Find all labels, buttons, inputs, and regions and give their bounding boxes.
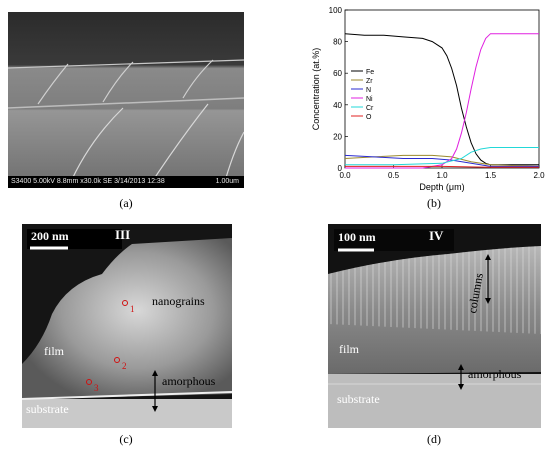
- roman-label-d: IV: [429, 228, 444, 243]
- x-tick-label: 1.5: [485, 171, 497, 180]
- legend-label-o: O: [366, 114, 372, 121]
- y-tick-label: 100: [329, 6, 343, 15]
- amorphous-label-c: amorphous: [162, 374, 216, 388]
- legend-label-n: N: [366, 87, 371, 94]
- tem-micrograph-c: [22, 224, 232, 428]
- x-tick-label: 0.5: [388, 171, 400, 180]
- point-label-2: 2: [122, 361, 127, 371]
- legend-box: [349, 65, 383, 122]
- substrate-label-d: substrate: [337, 392, 380, 406]
- y-tick-label: 60: [333, 69, 342, 78]
- tem-micrograph-d: [328, 224, 541, 428]
- substrate-label-c: substrate: [26, 402, 69, 416]
- series-line-o: [345, 165, 539, 168]
- caption-a: (a): [119, 196, 133, 210]
- y-axis-label: Concentration (at.%): [311, 48, 321, 131]
- caption-d: (d): [427, 432, 441, 446]
- y-tick-label: 80: [333, 38, 342, 47]
- caption-c: (c): [119, 432, 133, 446]
- legend-label-fe: Fe: [366, 69, 374, 76]
- tem-image-panel-c: 200 nm III nanograins film amorphous sub…: [22, 224, 232, 428]
- sem-info-bar: S3400 5.00kV 8.8mm x30.0k SE 3/14/2013 1…: [8, 176, 244, 188]
- scale-label-d: 100 nm: [338, 230, 376, 244]
- sem-scale-label: 1.00um: [215, 178, 239, 185]
- amorphous-label-d: amorphous: [468, 367, 522, 381]
- film-label-d: film: [339, 342, 359, 356]
- caption-b: (b): [427, 196, 441, 210]
- x-tick-label: 1.0: [436, 171, 448, 180]
- sem-image-panel: S3400 5.00kV 8.8mm x30.0k SE 3/14/2013 1…: [8, 12, 244, 188]
- tem-image-panel-d: 100 nm IV columns film amorphous substra…: [328, 224, 541, 428]
- series-line-zr: [344, 154, 540, 167]
- scale-label-c: 200 nm: [31, 229, 69, 243]
- y-tick-label: 40: [333, 101, 342, 110]
- series-line-cr: [345, 147, 539, 166]
- nanograins-label: nanograins: [152, 294, 205, 308]
- sem-micrograph: [8, 12, 244, 188]
- point-label-1: 1: [130, 304, 135, 314]
- film-label-c: film: [44, 344, 64, 358]
- x-tick-label: 0.0: [339, 171, 351, 180]
- point-label-3: 3: [94, 383, 99, 393]
- legend-label-zr: Zr: [366, 78, 373, 85]
- legend-label-cr: Cr: [366, 105, 374, 112]
- y-tick-label: 0: [338, 164, 343, 173]
- y-tick-label: 20: [333, 132, 342, 141]
- series-line-n: [344, 154, 539, 167]
- roman-label-c: III: [115, 227, 131, 242]
- x-tick-label: 2.0: [533, 171, 545, 180]
- concentration-depth-chart: 0.0 0.5 1.0 1.5 2.0 0 20 40 60 80 100 Depth (μm) Con…: [311, 6, 545, 192]
- legend-label-ni: Ni: [366, 96, 373, 103]
- x-axis-label: Depth (μm): [419, 182, 464, 192]
